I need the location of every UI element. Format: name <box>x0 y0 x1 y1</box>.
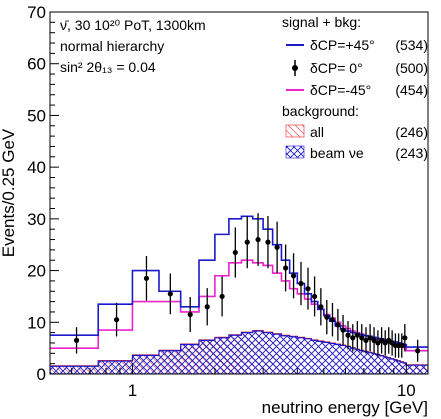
data-point <box>359 335 365 341</box>
data-point <box>318 304 324 310</box>
y-tick-label: 70 <box>27 3 46 22</box>
data-point <box>367 335 373 341</box>
plot-frame <box>49 11 429 375</box>
legend-swatch-bkg-beam <box>285 145 305 159</box>
legend-background-header: background: <box>282 103 359 119</box>
data-points-layer <box>73 213 421 362</box>
legend-count-bkg-beam: (243) <box>395 145 428 161</box>
data-point <box>255 236 261 243</box>
data-point <box>329 317 336 323</box>
legend-label-bkg-beam: beam νe <box>310 145 364 161</box>
data-point <box>402 335 408 341</box>
data-point <box>335 322 341 328</box>
legend-label-dcp-plus45: δCP=+45° <box>310 37 375 53</box>
data-point <box>187 311 193 318</box>
legend-count-dcp-minus45: (454) <box>395 82 428 98</box>
y-tick-label: 20 <box>27 262 46 281</box>
annotation-line-3: sin² 2θ₁₃ = 0.04 <box>60 59 156 75</box>
data-point <box>113 317 120 323</box>
axes-layer: 0 10 20 30 40 50 60 70 1 10 <box>27 3 416 400</box>
data-point <box>379 337 385 343</box>
annotation-line-1: ν̄, 30 10²⁰ PoT, 1300km <box>60 17 206 33</box>
y-tick-label: 40 <box>27 158 46 177</box>
data-point <box>371 337 377 343</box>
legend: signal + bkg: δCP=+45° (534) δCP= 0° (50… <box>282 14 428 161</box>
legend-swatch-bkg-all <box>285 124 305 138</box>
data-point <box>219 293 225 300</box>
data-point <box>354 332 360 338</box>
data-point <box>73 337 80 343</box>
data-point <box>232 249 238 256</box>
data-point <box>363 337 369 343</box>
data-point <box>244 239 250 245</box>
x-tick-label: 10 <box>397 381 416 400</box>
data-point <box>415 348 421 354</box>
legend-label-dcp-minus45: δCP=-45° <box>310 82 371 98</box>
data-point <box>340 327 346 333</box>
legend-count-dcp-0: (500) <box>395 60 428 76</box>
legend-label-bkg-all: all <box>310 124 324 140</box>
background-layer <box>50 330 428 374</box>
data-point <box>298 280 304 287</box>
data-point <box>311 293 318 300</box>
data-point <box>167 291 173 297</box>
data-point <box>305 286 311 292</box>
y-tick-label: 50 <box>27 106 46 125</box>
data-point <box>375 340 381 346</box>
y-tick-label: 0 <box>37 365 46 384</box>
legend-count-dcp-plus45: (534) <box>395 37 428 53</box>
y-tick-label: 10 <box>27 313 46 332</box>
signal-series-layer <box>50 215 428 352</box>
data-point <box>290 273 297 279</box>
legend-count-bkg-all: (246) <box>395 124 428 140</box>
data-point <box>283 265 289 271</box>
y-tick-label: 60 <box>27 55 46 74</box>
data-point <box>399 342 405 349</box>
y-axis-label: Events/0.25 GeV <box>0 128 18 257</box>
data-point <box>350 335 356 341</box>
y-tick-label: 30 <box>27 210 46 229</box>
legend-label-dcp-0: δCP= 0° <box>310 60 363 76</box>
legend-signal-header: signal + bkg: <box>282 14 361 30</box>
data-point <box>143 275 150 281</box>
annotation-line-2: normal hierarchy <box>60 38 164 54</box>
data-point <box>274 244 280 250</box>
data-point <box>265 239 271 245</box>
data-point <box>345 332 351 338</box>
data-point <box>324 314 330 320</box>
series-dcp-plus45-line <box>50 215 428 348</box>
annotation-block: ν̄, 30 10²⁰ PoT, 1300km normal hierarchy… <box>60 17 206 75</box>
background-beam-nue-area <box>50 330 428 374</box>
x-tick-label: 1 <box>128 381 137 400</box>
x-axis-label: neutrino energy [GeV] <box>262 398 428 417</box>
legend-swatch-dcp-0 <box>292 65 298 71</box>
data-point <box>204 304 210 310</box>
